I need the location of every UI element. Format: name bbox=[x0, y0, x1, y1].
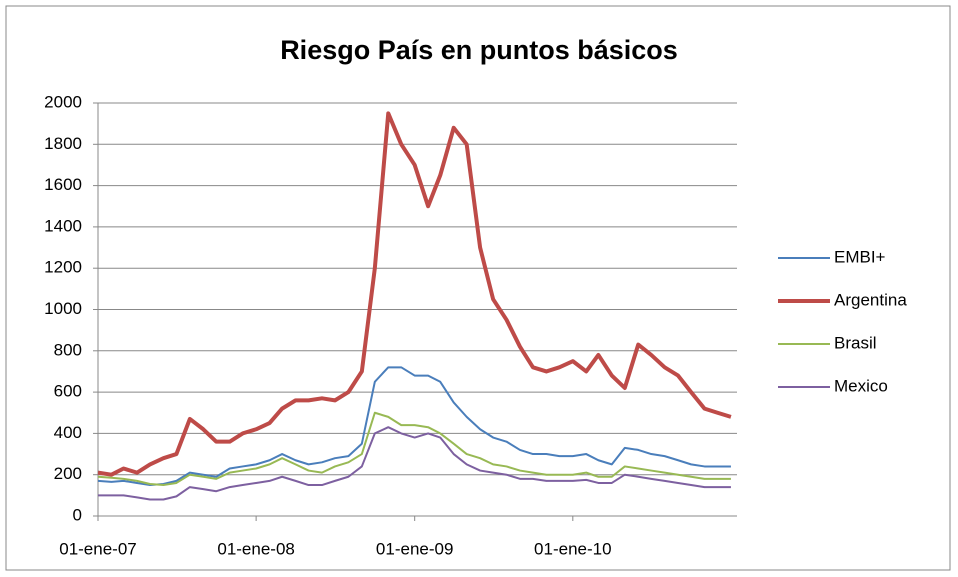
y-tick-label: 1400 bbox=[44, 216, 82, 235]
y-tick-label: 1800 bbox=[44, 134, 82, 153]
x-tick-label: 01-ene-08 bbox=[217, 539, 295, 558]
y-tick-label: 1200 bbox=[44, 258, 82, 277]
legend-label: Argentina bbox=[834, 290, 907, 309]
legend-label: EMBI+ bbox=[834, 247, 886, 266]
series-line bbox=[98, 426, 731, 501]
y-tick-label: 800 bbox=[54, 340, 82, 359]
legend-label: Brasil bbox=[834, 333, 877, 352]
y-tick-label: 600 bbox=[54, 382, 82, 401]
series-line bbox=[97, 366, 731, 487]
chart-border bbox=[5, 5, 951, 571]
y-tick-label: 200 bbox=[54, 464, 82, 483]
series-line bbox=[97, 111, 732, 477]
x-tick-label: 01-ene-10 bbox=[534, 539, 612, 558]
x-tick-label: 01-ene-09 bbox=[376, 539, 454, 558]
y-tick-label: 1000 bbox=[44, 299, 82, 318]
legend-label: Mexico bbox=[834, 376, 888, 395]
y-tick-label: 2000 bbox=[44, 92, 82, 111]
y-tick-label: 0 bbox=[73, 505, 82, 524]
y-tick-label: 1600 bbox=[44, 175, 82, 194]
y-tick-label: 400 bbox=[54, 423, 82, 442]
chart-title: Riesgo País en puntos básicos bbox=[280, 35, 678, 65]
x-tick-label: 01-ene-07 bbox=[59, 539, 137, 558]
series-line bbox=[97, 411, 731, 487]
